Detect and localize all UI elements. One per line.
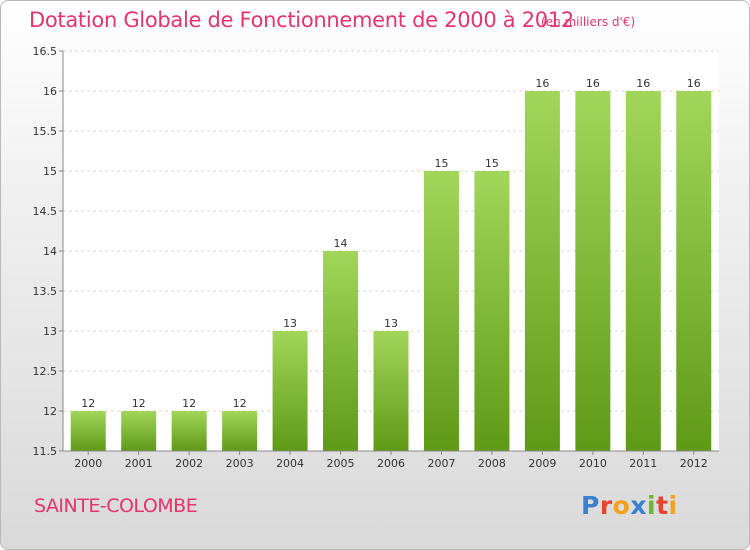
x-axis-ticks: 2000 2001 2002 2003 2004 2005 2006 2007 2008 2009… xyxy=(74,451,708,470)
bar-value-label: 14 xyxy=(334,237,348,250)
y-tick-label: 12 xyxy=(43,405,57,418)
bar-value-label: 12 xyxy=(182,397,196,410)
y-tick-label: 15.5 xyxy=(33,125,58,138)
bar-value-label: 15 xyxy=(434,157,448,170)
chart-title: Dotation Globale de Fonctionnement de 20… xyxy=(29,8,574,32)
chart-unit: (en milliers d'€) xyxy=(541,15,636,29)
x-tick-label: 2008 xyxy=(478,457,506,470)
bar-2004 xyxy=(272,331,308,451)
x-tick-label: 2005 xyxy=(327,457,355,470)
bar-value-label: 16 xyxy=(636,77,650,90)
x-tick-label: 2007 xyxy=(427,457,455,470)
y-tick-label: 11.5 xyxy=(33,445,58,458)
logo-letter: x xyxy=(630,491,647,520)
bar-2000 xyxy=(70,411,106,451)
y-tick-label: 16.5 xyxy=(33,45,58,58)
bar-value-label: 13 xyxy=(384,317,398,330)
x-tick-label: 2003 xyxy=(226,457,254,470)
bar-value-label: 12 xyxy=(132,397,146,410)
x-tick-label: 2006 xyxy=(377,457,405,470)
x-tick-label: 2010 xyxy=(579,457,607,470)
bar-value-label: 16 xyxy=(687,77,701,90)
bar-2010 xyxy=(575,91,611,451)
logo-letter: r xyxy=(599,491,613,520)
proxiti-logo: Proxiti xyxy=(581,491,678,520)
bar-2011 xyxy=(625,91,661,451)
logo-letter: i xyxy=(647,491,657,520)
bar-2009 xyxy=(524,91,560,451)
y-tick-label: 13 xyxy=(43,325,57,338)
y-tick-label: 14.5 xyxy=(33,205,58,218)
bar-2005 xyxy=(323,251,359,451)
y-axis-ticks: 11.5 12 12.5 13 13.5 14 14.5 15 15.5 16 16.5 xyxy=(33,45,63,458)
bar-value-label: 16 xyxy=(586,77,600,90)
x-tick-label: 2001 xyxy=(125,457,153,470)
commune-name: SAINTE-COLOMBE xyxy=(34,495,198,517)
bar-value-label: 12 xyxy=(81,397,95,410)
x-tick-label: 2004 xyxy=(276,457,304,470)
bar-2007 xyxy=(423,171,459,451)
logo-letter: o xyxy=(612,491,631,520)
y-tick-label: 14 xyxy=(43,245,57,258)
x-tick-label: 2009 xyxy=(528,457,556,470)
x-tick-label: 2011 xyxy=(629,457,657,470)
logo-letter: P xyxy=(581,491,600,520)
x-tick-label: 2000 xyxy=(74,457,102,470)
y-tick-label: 15 xyxy=(43,165,57,178)
x-tick-label: 2012 xyxy=(680,457,708,470)
y-tick-label: 12.5 xyxy=(33,365,58,378)
bar-value-label: 13 xyxy=(283,317,297,330)
bar-2002 xyxy=(171,411,207,451)
x-tick-label: 2002 xyxy=(175,457,203,470)
bar-2003 xyxy=(222,411,258,451)
logo-letter: t xyxy=(656,491,669,520)
bar-2001 xyxy=(121,411,157,451)
bar-2006 xyxy=(373,331,409,451)
bar-2008 xyxy=(474,171,510,451)
y-tick-label: 13.5 xyxy=(33,285,58,298)
bar-value-label: 15 xyxy=(485,157,499,170)
bar-2012 xyxy=(676,91,712,451)
y-tick-label: 16 xyxy=(43,85,57,98)
logo-letter: i xyxy=(668,491,678,520)
bars: 12 12 12 12 13 14 13 15 15 16 16 16 16 xyxy=(70,77,712,451)
bar-value-label: 12 xyxy=(233,397,247,410)
bar-value-label: 16 xyxy=(535,77,549,90)
